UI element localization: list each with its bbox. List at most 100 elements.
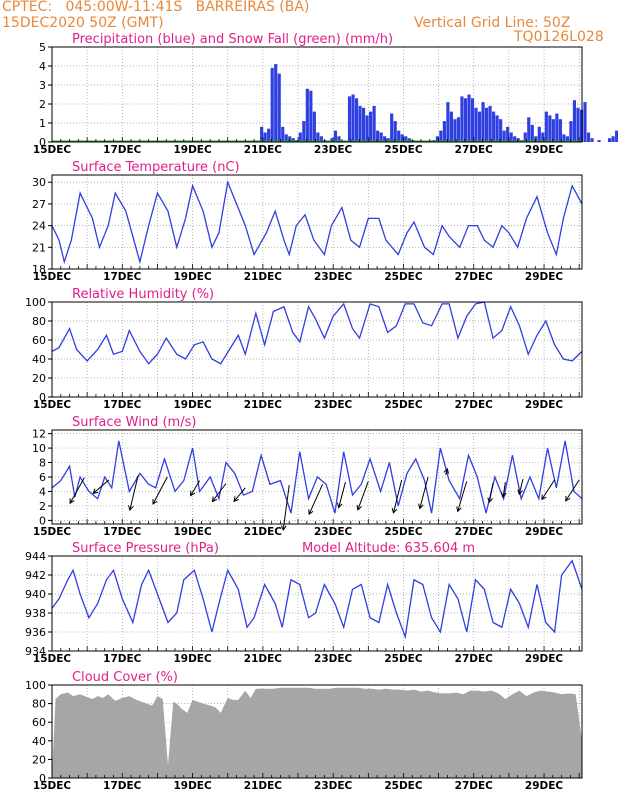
precip-bar: [404, 136, 408, 142]
wind-vector: [565, 479, 580, 502]
precip-bar: [312, 111, 316, 142]
rh-title: Relative Humidity (%): [72, 287, 214, 302]
wind-vector: [338, 481, 346, 508]
y-tick-label: 40: [32, 735, 46, 748]
x-tick-label: 17DEC: [103, 271, 142, 283]
wind-vector-head: [211, 496, 218, 503]
precip-bar: [316, 132, 320, 142]
precip-bar: [565, 136, 569, 142]
precip-bar: [474, 107, 478, 142]
wind-vector: [445, 468, 448, 475]
x-tick-label: 23DEC: [314, 526, 353, 538]
precip-bar: [274, 64, 278, 142]
x-tick-label: 27DEC: [455, 780, 494, 792]
wind-vector: [392, 479, 403, 514]
x-tick-label: 21DEC: [244, 399, 283, 411]
precip-panel: 0 1 2 3 4 5 15DEC 17DEC 19DEC 21DEC 23DEC 25DEC 27DE…: [33, 32, 618, 156]
x-tick-label: 29DEC: [525, 271, 564, 283]
precip-bar: [470, 98, 475, 142]
x-tick-label: 17DEC: [103, 399, 142, 411]
x-tick-label: 25DEC: [384, 526, 423, 538]
wind-vector-head: [541, 494, 547, 501]
precip-bar: [506, 126, 510, 142]
y-tick-label: 24: [32, 220, 46, 233]
precip-bar: [481, 102, 485, 142]
x-tick-label: 19DEC: [173, 653, 212, 665]
precip-bar: [558, 119, 562, 142]
precip-bar: [358, 105, 362, 142]
temp-title: Surface Temperature (nC): [72, 160, 240, 175]
x-tick-label: 23DEC: [314, 399, 353, 411]
wind-vector-head: [487, 497, 493, 504]
x-tick-label: 15DEC: [33, 653, 72, 665]
precip-bar: [597, 140, 601, 142]
wind-vector: [488, 482, 494, 503]
x-tick-label: 19DEC: [173, 271, 212, 283]
y-tick-label: 80: [32, 315, 46, 328]
precip-bar: [516, 138, 520, 142]
wind-vector-head: [517, 489, 523, 496]
pressure-title: Surface Pressure (hPa): [72, 541, 219, 556]
rh-series-line: [51, 301, 583, 365]
y-tick-label: 934: [25, 645, 46, 658]
precip-bar: [463, 98, 468, 142]
precip-bar: [590, 138, 594, 142]
precip-bar: [467, 94, 471, 142]
wind-vector: [212, 483, 227, 502]
wind-vector-head: [92, 488, 99, 495]
wind-vector: [518, 479, 524, 495]
x-tick-label: 25DEC: [384, 653, 423, 665]
x-tick-label: 17DEC: [103, 144, 142, 156]
precip-bar: [361, 107, 366, 142]
y-tick-label: 2: [39, 98, 46, 111]
precip-bar: [365, 115, 369, 142]
x-tick-label: 19DEC: [173, 399, 212, 411]
precip-bar: [453, 119, 457, 142]
precip-bar: [372, 105, 376, 142]
x-tick-label: 23DEC: [314, 653, 353, 665]
wind-vector-head: [418, 503, 424, 510]
run-datetime: 15DEC2020 50Z (GMT): [2, 15, 164, 31]
wind-vector: [357, 481, 369, 511]
y-tick-label: 1: [39, 117, 46, 130]
precip-bar: [456, 117, 461, 142]
y-tick-label: 5: [39, 41, 46, 54]
y-tick-label: 944: [25, 550, 46, 563]
plot-frame: [51, 301, 583, 398]
y-tick-label: 0: [39, 391, 46, 404]
y-tick-label: 0: [39, 514, 46, 527]
y-tick-label: 10: [32, 442, 46, 455]
cloud-title: Cloud Cover (%): [72, 670, 178, 685]
precip-bar: [449, 111, 454, 142]
plot-frame: [51, 684, 583, 779]
y-tick-label: 18: [32, 263, 46, 276]
wind-vector-head: [233, 496, 239, 503]
y-tick-label: 938: [25, 607, 46, 620]
precip-bar: [551, 119, 555, 142]
precip-bar: [337, 136, 341, 142]
x-tick-label: 29DEC: [525, 399, 564, 411]
wind-vector-head: [565, 495, 571, 502]
y-tick-label: 2: [39, 500, 46, 513]
y-tick-label: 6: [39, 471, 46, 484]
plot-frame: [51, 174, 583, 270]
x-tick-label: 15DEC: [33, 144, 72, 156]
wind-vector-head: [500, 492, 507, 499]
y-tick-label: 936: [25, 626, 46, 639]
wind-vector-head: [152, 498, 158, 505]
precip-bar: [302, 121, 306, 142]
x-tick-label: 23DEC: [314, 144, 353, 156]
y-tick-label: 12: [32, 428, 46, 441]
grid-note: Vertical Grid Line: 50Z: [414, 15, 571, 31]
wind-vector: [541, 479, 556, 500]
wind-vector: [502, 481, 506, 498]
precip-bar: [608, 138, 612, 142]
y-tick-label: 20: [32, 753, 46, 766]
wind-vector-head: [337, 502, 343, 509]
x-tick-label: 21DEC: [244, 144, 283, 156]
y-tick-label: 0: [39, 772, 46, 785]
precip-bar: [537, 126, 541, 142]
precip-bar: [569, 121, 573, 142]
precip-bar: [284, 134, 288, 142]
